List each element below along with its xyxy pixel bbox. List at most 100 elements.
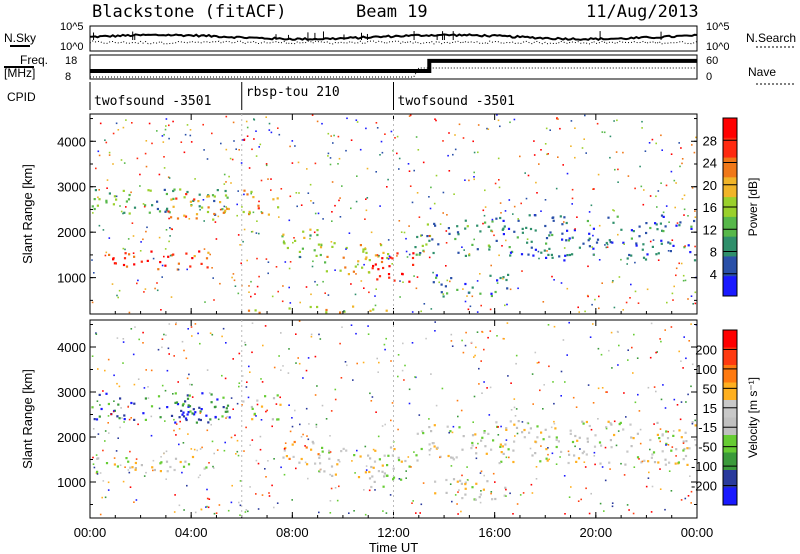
power-panel-echo-cell [657, 252, 660, 255]
power-panel-noise-cell [203, 149, 205, 151]
velocity-panel-noise-cell [628, 509, 630, 511]
velocity-panel-noise-cell [273, 458, 275, 460]
velocity-panel-noise-cell [95, 332, 97, 334]
power-panel-noise-cell [355, 119, 358, 121]
velocity-panel-noise-cell [119, 464, 122, 466]
power-panel-echo-cell [94, 189, 97, 192]
velocity-panel-ytick-label: 2000 [57, 430, 86, 445]
power-panel-noise-cell [598, 259, 601, 261]
power-panel-noise-cell [258, 200, 260, 203]
power-panel-echo-cell [567, 239, 570, 242]
velocity-panel-noise-cell [329, 473, 331, 476]
velocity-panel-noise-cell [670, 490, 673, 492]
power-panel-echo-cell [412, 263, 415, 266]
velocity-panel-noise-cell [659, 440, 661, 443]
power-panel-noise-cell [288, 286, 290, 289]
velocity-panel-echo-cell [372, 466, 375, 469]
velocity-panel-noise-cell [161, 338, 164, 340]
power-panel-echo-cell [198, 250, 201, 253]
velocity-panel-noise-cell [329, 500, 332, 502]
power-panel-noise-cell [117, 296, 119, 299]
velocity-panel-noise-cell [617, 331, 619, 333]
velocity-panel-noise-cell [197, 332, 199, 335]
power-panel-noise-cell [449, 280, 451, 283]
velocity-panel-echo-cell [368, 470, 371, 474]
velocity-panel-noise-cell [562, 339, 565, 341]
velocity-panel-echo-cell [397, 456, 400, 459]
time-tick-label: 08:00 [276, 525, 309, 540]
velocity-panel-echo-cell [677, 461, 680, 464]
velocity-panel-echo-cell [460, 482, 463, 485]
velocity-panel-echo-cell [180, 409, 183, 412]
velocity-panel-echo-cell [665, 430, 668, 433]
power-panel-noise-cell [270, 131, 273, 134]
velocity-panel-noise-cell [647, 386, 650, 389]
velocity-panel-noise-cell [637, 393, 639, 396]
velocity-panel-noise-cell [472, 421, 474, 423]
velocity-panel-noise-cell [587, 384, 590, 386]
velocity-panel-noise-cell [130, 417, 132, 419]
velocity-panel-echo-cell [664, 463, 667, 466]
power-panel-noise-cell [190, 205, 192, 207]
velocity-panel-echo-cell [421, 430, 424, 433]
power-panel-noise-cell [312, 260, 314, 263]
velocity-panel-noise-cell [682, 442, 685, 444]
velocity-panel-noise-cell [476, 331, 479, 333]
velocity-panel-noise-cell [660, 340, 662, 343]
power-panel-echo-cell [507, 273, 510, 276]
velocity-panel-noise-cell [178, 443, 180, 446]
velocity-panel-echo-cell [117, 403, 120, 406]
power-panel-noise-cell [253, 138, 255, 140]
velocity-panel-noise-cell [483, 474, 485, 477]
velocity-panel-noise-cell [191, 335, 193, 337]
velocity-panel-echo-cell [166, 406, 169, 409]
velocity-panel-noise-cell [196, 449, 198, 452]
velocity-panel-echo-cell [599, 462, 602, 465]
power-panel-noise-cell [98, 154, 101, 157]
velocity-panel-noise-cell [597, 387, 600, 390]
velocity-panel-noise-cell [330, 487, 333, 490]
power-panel-colorbar-cell [723, 177, 737, 198]
velocity-panel-echo-cell [490, 448, 493, 451]
power-panel-noise-cell [508, 199, 511, 201]
power-panel-noise-cell [540, 149, 542, 151]
velocity-panel-noise-cell [289, 430, 292, 433]
velocity-panel-noise-cell [474, 354, 476, 357]
velocity-panel-noise-cell [514, 415, 517, 417]
velocity-panel-noise-cell [191, 383, 193, 386]
velocity-panel-echo-cell [175, 401, 179, 404]
power-panel-noise-cell [544, 143, 547, 145]
velocity-panel-noise-cell [168, 353, 170, 355]
velocity-panel-noise-cell [261, 494, 264, 496]
power-panel-noise-cell [345, 248, 347, 250]
power-panel-echo-cell [150, 250, 153, 253]
velocity-panel-echo-cell [478, 496, 481, 499]
velocity-panel-noise-cell [129, 450, 131, 453]
power-panel-noise-cell [622, 309, 624, 311]
power-panel-colorbar-tick-label: 24 [703, 156, 717, 171]
power-panel-noise-cell [577, 306, 579, 309]
power-panel-noise-cell [105, 251, 108, 254]
velocity-panel-noise-cell [449, 483, 452, 485]
power-panel-noise-cell [212, 277, 214, 279]
power-panel-noise-cell [219, 282, 221, 285]
velocity-panel-echo-cell [455, 456, 458, 459]
velocity-panel-echo-cell [276, 418, 279, 421]
power-panel-noise-cell [535, 181, 537, 184]
power-panel-noise-cell [331, 220, 333, 222]
power-panel-noise-cell [156, 282, 158, 284]
velocity-panel-echo-cell [253, 412, 256, 415]
power-panel-echo-cell [456, 231, 460, 234]
power-panel-noise-cell [283, 240, 285, 242]
velocity-panel-noise-cell [237, 454, 240, 457]
velocity-panel-noise-cell [187, 328, 189, 330]
velocity-panel-noise-cell [664, 508, 666, 511]
power-panel-noise-cell [494, 182, 497, 185]
velocity-panel-echo-cell [185, 418, 188, 422]
velocity-panel-echo-cell [578, 436, 581, 439]
velocity-panel-noise-cell [265, 476, 267, 478]
power-panel-echo-cell [342, 256, 345, 259]
velocity-panel-noise-cell [194, 323, 197, 325]
power-panel-echo-cell [93, 207, 96, 211]
velocity-panel-noise-cell [205, 506, 207, 508]
